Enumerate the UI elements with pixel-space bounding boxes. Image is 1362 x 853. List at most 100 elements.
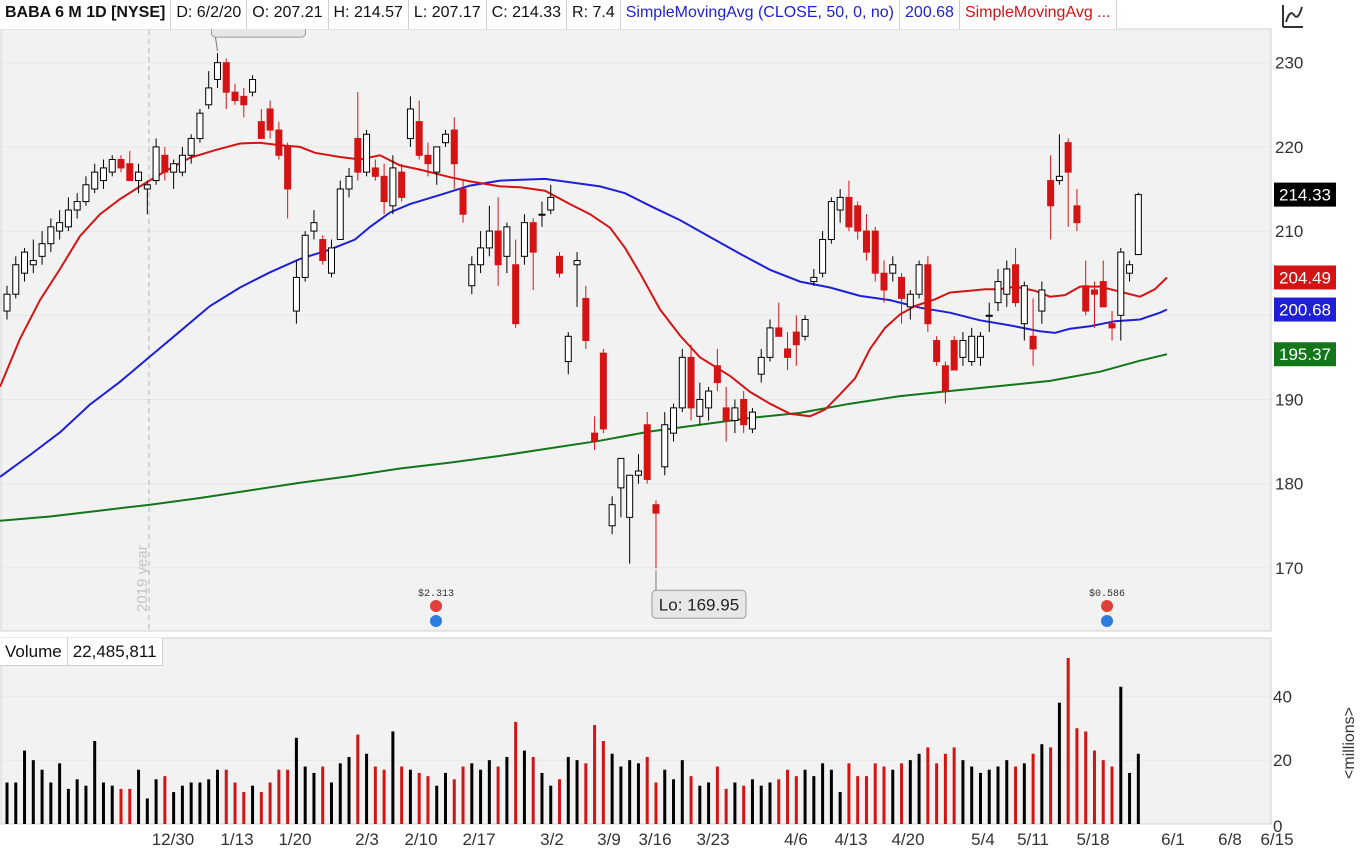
candle	[880, 260, 888, 303]
x-tick-label: 6/1	[1161, 830, 1185, 849]
price-tick-label: 170	[1275, 559, 1303, 578]
x-tick-label: 4/13	[834, 830, 867, 849]
candle-body	[591, 432, 599, 443]
candle-body	[143, 184, 151, 190]
volume-bar	[1101, 760, 1105, 824]
candle	[56, 210, 64, 240]
candle-body	[573, 260, 581, 266]
volume-bar	[461, 766, 465, 824]
candle	[1003, 260, 1011, 307]
volume-bar	[1066, 658, 1070, 824]
volume-bar	[31, 760, 35, 824]
candle	[994, 268, 1002, 312]
candle-body	[617, 457, 625, 489]
volume-bar	[321, 766, 325, 824]
candle	[713, 348, 721, 392]
candle	[1020, 281, 1028, 341]
candle	[529, 218, 537, 291]
candle-body	[950, 340, 958, 371]
candle	[1099, 260, 1107, 308]
volume-bar	[715, 766, 719, 824]
symbol-label[interactable]: BABA 6 M 1D [NYSE]	[0, 0, 172, 29]
sma50-value: 200.68	[900, 0, 960, 29]
candle	[91, 163, 99, 194]
volume-bar	[847, 763, 851, 824]
volume-tick-label: 40	[1273, 687, 1292, 706]
candle	[240, 87, 248, 118]
candle	[187, 134, 195, 164]
candle	[266, 100, 274, 139]
sma-second-label[interactable]: SimpleMovingAvg ...	[959, 0, 1117, 29]
volume-bar	[707, 782, 711, 824]
volume-bar	[145, 798, 149, 824]
volume-label[interactable]: Volume	[0, 638, 68, 666]
volume-bar	[163, 776, 167, 824]
volume-bar	[1128, 772, 1132, 824]
volume-bar	[189, 782, 193, 824]
x-tick-label: 3/23	[696, 830, 729, 849]
volume-bar	[768, 782, 772, 824]
candle	[126, 151, 134, 182]
sma50-label[interactable]: SimpleMovingAvg (CLOSE, 50, 0, no)	[620, 0, 901, 29]
candle	[705, 386, 713, 421]
volume-bar	[1057, 702, 1061, 824]
candle-body	[696, 398, 704, 417]
candle-body	[845, 196, 853, 228]
candle-body	[91, 171, 99, 190]
price-panel[interactable]	[0, 28, 1272, 632]
candle-body	[731, 407, 739, 422]
candle	[985, 302, 993, 333]
candle	[292, 260, 300, 324]
volume-bar	[312, 772, 316, 824]
chart-header: BABA 6 M 1D [NYSE] D: 6/2/20 O: 207.21 H…	[0, 0, 1117, 29]
candle	[310, 210, 318, 240]
candle	[520, 214, 528, 265]
candle	[1134, 192, 1142, 256]
candle	[512, 239, 520, 328]
candle-body	[406, 108, 414, 139]
candle	[12, 256, 20, 299]
candle	[1064, 138, 1072, 227]
candle	[468, 256, 476, 295]
last-value-box	[1274, 182, 1336, 207]
candle-body	[29, 260, 37, 266]
volume-bar	[268, 782, 272, 824]
volume-bar	[286, 769, 290, 824]
candle	[941, 361, 949, 404]
volume-bar	[935, 763, 939, 824]
candle	[117, 155, 125, 173]
volume-bar	[803, 769, 807, 824]
volume-bar	[444, 772, 447, 824]
volume-bar	[540, 772, 544, 824]
candle-body	[240, 95, 248, 106]
volume-bar	[128, 788, 132, 824]
x-tick-label: 5/11	[1017, 830, 1049, 849]
candle	[748, 407, 756, 434]
last-value-box	[1274, 265, 1336, 290]
x-tick-label: 3/2	[540, 830, 564, 849]
candle-body	[363, 133, 371, 173]
volume-bar	[759, 785, 763, 824]
dividend-amount: $2.313	[418, 588, 454, 600]
candle	[450, 117, 458, 189]
candle-body	[345, 175, 353, 190]
candle	[968, 327, 976, 366]
volume-bar	[891, 769, 895, 824]
volume-bar	[496, 766, 500, 824]
candle	[854, 201, 862, 240]
drawing-tools-icon[interactable]	[1281, 3, 1305, 29]
candle-body	[485, 230, 493, 249]
volume-bar	[470, 763, 474, 824]
volume-bar	[908, 760, 912, 824]
range-readout: R: 7.4	[567, 0, 621, 29]
candle	[205, 71, 213, 109]
last-value-label: 195.37	[1274, 342, 1336, 367]
volume-bar	[505, 756, 509, 824]
candle-body	[257, 121, 265, 139]
high-callout-pointer	[214, 37, 218, 52]
candle	[1108, 311, 1116, 341]
candle	[363, 130, 371, 177]
candle	[196, 108, 204, 143]
candle-body	[854, 205, 862, 232]
